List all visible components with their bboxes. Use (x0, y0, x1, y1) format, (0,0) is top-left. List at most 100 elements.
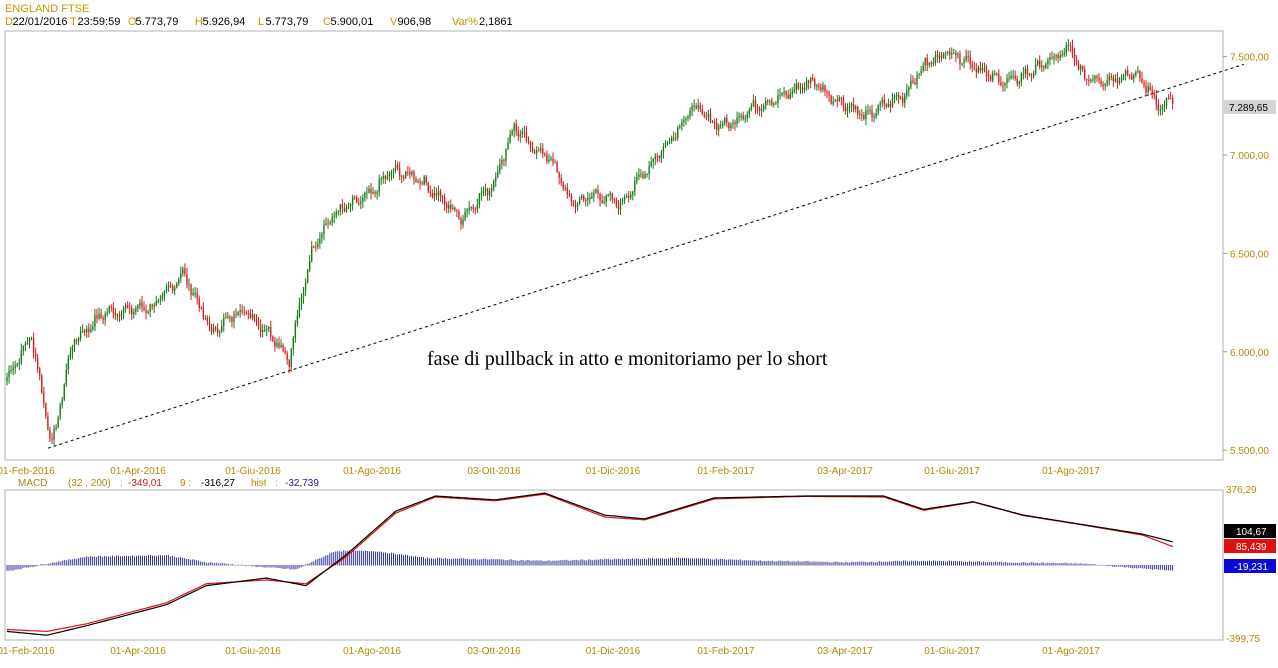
candle-body (454, 207, 456, 211)
candle-body (253, 314, 256, 320)
candle-body (824, 85, 826, 92)
candle-body (1024, 68, 1027, 74)
candle-body (977, 67, 980, 73)
candle-body (1155, 95, 1157, 105)
candle-body (685, 118, 687, 120)
candle-body (259, 325, 262, 332)
candle-body (850, 103, 853, 106)
candle-body (325, 223, 327, 225)
candle-body (292, 337, 294, 350)
price-y-axis: 7.500,00 7.000,00 6.500,00 6.000,00 5.500,00 (1223, 53, 1269, 457)
candle-body (1020, 73, 1023, 82)
candle-body (270, 327, 272, 337)
candle-body (225, 316, 227, 318)
candle-body (926, 58, 928, 65)
macd-histogram (6, 550, 1174, 571)
candle-body (1028, 74, 1031, 76)
candle-body (564, 187, 566, 189)
candle-body (186, 274, 188, 285)
candle-body (321, 234, 323, 239)
candle-body (122, 307, 125, 314)
candle-body (255, 319, 258, 323)
candle-body (630, 194, 632, 198)
candle-body (1053, 56, 1055, 59)
candle-body (169, 285, 172, 287)
candle-body (869, 110, 871, 112)
candle-body (474, 208, 477, 210)
candle-body (386, 176, 389, 179)
candle-body (699, 105, 701, 110)
x-tick-label: 01-Apr-2016 (110, 466, 166, 477)
candle-body (263, 329, 266, 331)
candle-body (396, 165, 399, 168)
candle-body (863, 115, 865, 120)
candle-body (448, 204, 450, 209)
candle-body (382, 176, 384, 179)
candle-body (740, 115, 742, 117)
candle-body (1131, 75, 1133, 80)
candle-body (793, 89, 796, 92)
candle-body (591, 196, 593, 199)
last-value-box (1224, 100, 1276, 114)
candle-body (818, 85, 820, 88)
candle-body (511, 130, 513, 135)
candle-body (28, 338, 31, 344)
candle-body (208, 321, 211, 325)
candle-body (867, 110, 869, 112)
candle-body (1153, 93, 1155, 96)
candle-body (112, 307, 115, 314)
candle-body (343, 208, 346, 212)
candle-body (413, 171, 415, 179)
candle-body (159, 299, 162, 301)
candle-body (1145, 85, 1147, 93)
candle-body (147, 311, 149, 313)
candle-body (57, 417, 59, 427)
candle-body (67, 358, 70, 370)
candle-body (86, 328, 88, 333)
y-tick-label: 7.500,00 (1230, 53, 1269, 64)
candle-body (94, 315, 96, 327)
candle-body (785, 91, 787, 96)
candle-body (771, 100, 773, 105)
candle-body (403, 177, 405, 179)
candle-body (764, 100, 767, 106)
candle-body (656, 155, 659, 157)
candle-body (572, 201, 575, 206)
candle-body (464, 211, 466, 220)
candle-body (533, 151, 536, 154)
candle-body (339, 204, 342, 212)
candle-body (364, 192, 366, 199)
candle-body (934, 55, 937, 63)
candle-body (441, 197, 444, 199)
readout-value: 5.900,01 (331, 16, 374, 28)
candle-body (1171, 98, 1174, 104)
candle-body (634, 181, 636, 192)
x-tick-label: 01-Feb-2017 (697, 466, 755, 477)
candle-body (969, 56, 971, 65)
candle-body (96, 315, 98, 319)
candle-body (231, 317, 233, 323)
candle-body (131, 307, 133, 315)
candle-body (924, 58, 926, 66)
candle-body (908, 87, 910, 91)
candle-body (942, 53, 945, 58)
candle-body (991, 73, 994, 81)
candle-body (965, 55, 967, 60)
macd-panel-frame (4, 489, 1224, 641)
candle-body (61, 399, 63, 405)
candle-body (1114, 78, 1117, 82)
candle-body (944, 52, 947, 54)
candle-body (940, 55, 943, 58)
candle-body (1090, 80, 1092, 82)
candle-body (202, 308, 205, 319)
candle-body (315, 246, 317, 248)
candle-body (143, 307, 145, 311)
candle-body (311, 246, 313, 262)
candle-body (938, 55, 941, 58)
candle-body (100, 313, 102, 319)
candle-body (623, 197, 626, 201)
candle-body (227, 316, 229, 318)
candle-body (597, 189, 599, 194)
candle-body (603, 201, 605, 203)
